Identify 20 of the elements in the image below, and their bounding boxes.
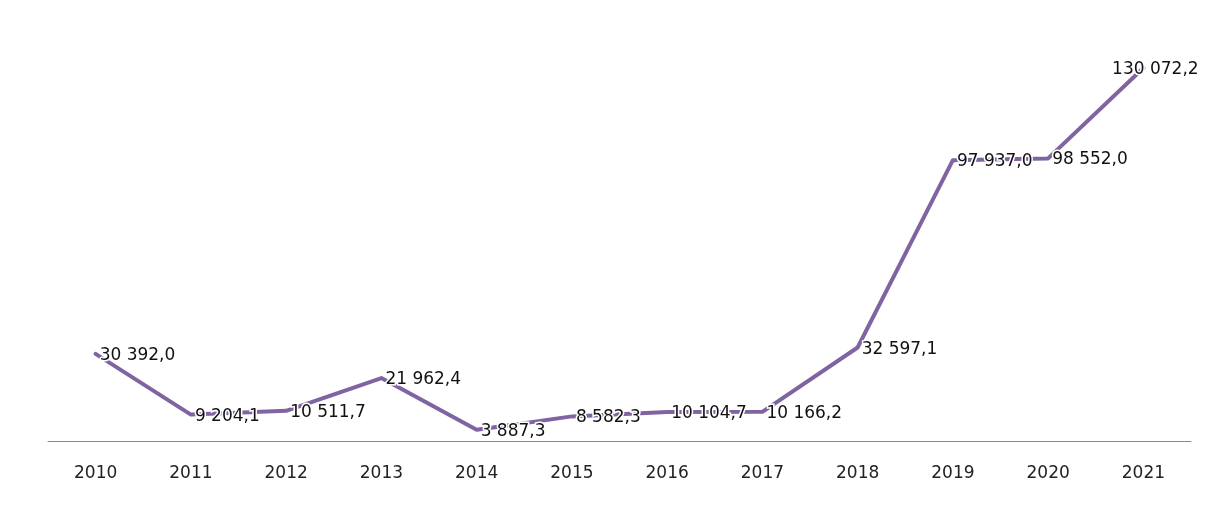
data-label: 30 392,0 xyxy=(99,343,176,364)
x-tick-label: 2017 xyxy=(740,461,785,482)
data-label: 10 511,7 xyxy=(290,400,366,421)
data-label: 21 962,4 xyxy=(385,368,462,389)
x-tick-label: 2014 xyxy=(454,461,499,482)
x-tick-label: 2021 xyxy=(1121,461,1166,482)
data-label: 98 552,0 xyxy=(1052,148,1128,169)
x-tick-label: 2012 xyxy=(264,461,308,482)
x-tick-label: 2019 xyxy=(931,461,975,482)
x-tick-label: 2016 xyxy=(645,461,689,482)
data-label: 3 887,3 xyxy=(480,419,546,440)
x-tick-label: 2013 xyxy=(359,461,404,482)
data-label: 32 597,1 xyxy=(861,337,938,358)
x-tick-label: 2015 xyxy=(550,461,594,482)
x-tick-label: 2010 xyxy=(73,461,118,482)
x-tick-label: 2011 xyxy=(169,461,213,482)
x-tick-label: 2020 xyxy=(1026,461,1070,482)
data-label: 130 072,2 xyxy=(1112,57,1199,78)
data-label: 10 166,2 xyxy=(766,401,843,422)
x-tick-label: 2018 xyxy=(835,461,880,482)
